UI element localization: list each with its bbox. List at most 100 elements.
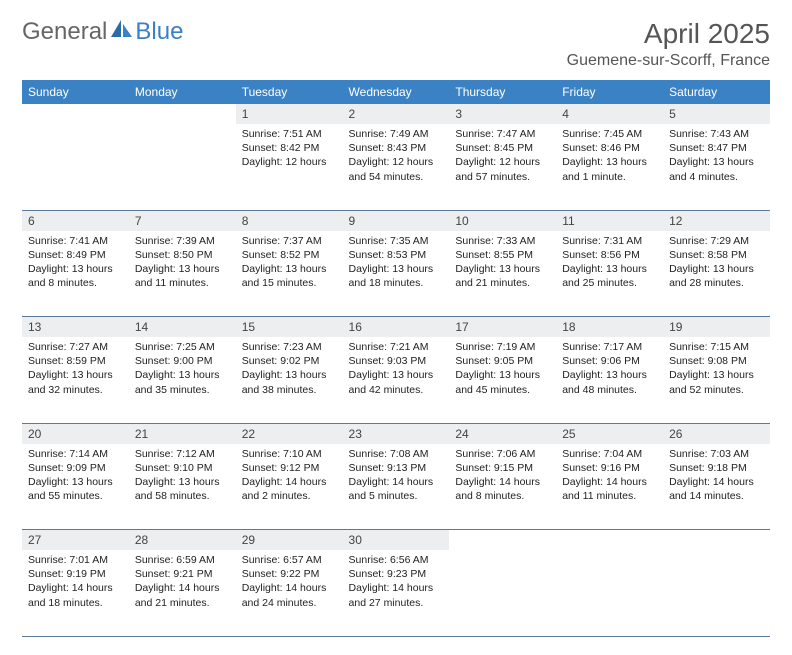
day-content-cell: Sunrise: 7:47 AMSunset: 8:45 PMDaylight:… xyxy=(449,124,556,210)
sunset-line: Sunset: 9:03 PM xyxy=(349,354,444,368)
day-number-cell: 20 xyxy=(22,423,129,444)
sunrise-line: Sunrise: 6:59 AM xyxy=(135,553,230,567)
daylight-line: Daylight: 13 hours and 42 minutes. xyxy=(349,368,444,396)
sunrise-line: Sunrise: 7:14 AM xyxy=(28,447,123,461)
sunrise-line: Sunrise: 7:10 AM xyxy=(242,447,337,461)
day-content-cell: Sunrise: 6:57 AMSunset: 9:22 PMDaylight:… xyxy=(236,550,343,636)
sunrise-line: Sunrise: 7:29 AM xyxy=(669,234,764,248)
day-number-cell: 4 xyxy=(556,104,663,124)
sunset-line: Sunset: 8:43 PM xyxy=(349,141,444,155)
day-content-cell: Sunrise: 7:39 AMSunset: 8:50 PMDaylight:… xyxy=(129,231,236,317)
daylight-line: Daylight: 13 hours and 11 minutes. xyxy=(135,262,230,290)
weekday-header: Monday xyxy=(129,80,236,104)
daylight-line: Daylight: 13 hours and 8 minutes. xyxy=(28,262,123,290)
calendar-page: General Blue April 2025 Guemene-sur-Scor… xyxy=(0,0,792,655)
day-number-cell: 7 xyxy=(129,210,236,231)
weekday-header: Tuesday xyxy=(236,80,343,104)
day-number-cell: 18 xyxy=(556,317,663,338)
sunrise-line: Sunrise: 7:45 AM xyxy=(562,127,657,141)
logo-text-1: General xyxy=(22,18,107,46)
sunset-line: Sunset: 8:49 PM xyxy=(28,248,123,262)
day-content-cell: Sunrise: 7:21 AMSunset: 9:03 PMDaylight:… xyxy=(343,337,450,423)
daylight-line: Daylight: 13 hours and 48 minutes. xyxy=(562,368,657,396)
day-content-cell: Sunrise: 7:43 AMSunset: 8:47 PMDaylight:… xyxy=(663,124,770,210)
sunrise-line: Sunrise: 7:37 AM xyxy=(242,234,337,248)
sunset-line: Sunset: 8:53 PM xyxy=(349,248,444,262)
weekday-header: Saturday xyxy=(663,80,770,104)
daylight-line: Daylight: 13 hours and 58 minutes. xyxy=(135,475,230,503)
day-content-row: Sunrise: 7:14 AMSunset: 9:09 PMDaylight:… xyxy=(22,444,770,530)
daylight-line: Daylight: 14 hours and 21 minutes. xyxy=(135,581,230,609)
sunrise-line: Sunrise: 7:49 AM xyxy=(349,127,444,141)
day-content-cell xyxy=(129,124,236,210)
day-content-cell: Sunrise: 7:08 AMSunset: 9:13 PMDaylight:… xyxy=(343,444,450,530)
day-number-cell: 12 xyxy=(663,210,770,231)
day-number-cell: 19 xyxy=(663,317,770,338)
daylight-line: Daylight: 13 hours and 28 minutes. xyxy=(669,262,764,290)
weekday-header: Sunday xyxy=(22,80,129,104)
weekday-header-row: SundayMondayTuesdayWednesdayThursdayFrid… xyxy=(22,80,770,104)
day-number-cell: 13 xyxy=(22,317,129,338)
sunset-line: Sunset: 8:58 PM xyxy=(669,248,764,262)
day-content-cell: Sunrise: 7:31 AMSunset: 8:56 PMDaylight:… xyxy=(556,231,663,317)
weekday-header: Friday xyxy=(556,80,663,104)
sunset-line: Sunset: 9:00 PM xyxy=(135,354,230,368)
weekday-header: Wednesday xyxy=(343,80,450,104)
day-number-cell: 21 xyxy=(129,423,236,444)
location: Guemene-sur-Scorff, France xyxy=(567,52,770,70)
day-number-cell: 30 xyxy=(343,530,450,551)
sunrise-line: Sunrise: 7:01 AM xyxy=(28,553,123,567)
daylight-line: Daylight: 13 hours and 21 minutes. xyxy=(455,262,550,290)
sunrise-line: Sunrise: 7:17 AM xyxy=(562,340,657,354)
day-number-row: 6789101112 xyxy=(22,210,770,231)
sunset-line: Sunset: 8:42 PM xyxy=(242,141,337,155)
day-number-row: 13141516171819 xyxy=(22,317,770,338)
daylight-line: Daylight: 14 hours and 8 minutes. xyxy=(455,475,550,503)
day-content-cell: Sunrise: 7:27 AMSunset: 8:59 PMDaylight:… xyxy=(22,337,129,423)
day-number-cell xyxy=(22,104,129,124)
daylight-line: Daylight: 13 hours and 15 minutes. xyxy=(242,262,337,290)
page-header: General Blue April 2025 Guemene-sur-Scor… xyxy=(22,18,770,70)
sunrise-line: Sunrise: 7:19 AM xyxy=(455,340,550,354)
day-content-cell: Sunrise: 6:56 AMSunset: 9:23 PMDaylight:… xyxy=(343,550,450,636)
sunrise-line: Sunrise: 7:39 AM xyxy=(135,234,230,248)
sunrise-line: Sunrise: 7:06 AM xyxy=(455,447,550,461)
sunset-line: Sunset: 9:06 PM xyxy=(562,354,657,368)
day-content-cell: Sunrise: 7:37 AMSunset: 8:52 PMDaylight:… xyxy=(236,231,343,317)
logo-sail-icon xyxy=(111,20,133,38)
month-title: April 2025 xyxy=(567,18,770,50)
daylight-line: Daylight: 13 hours and 35 minutes. xyxy=(135,368,230,396)
daylight-line: Daylight: 14 hours and 14 minutes. xyxy=(669,475,764,503)
day-number-cell: 24 xyxy=(449,423,556,444)
sunrise-line: Sunrise: 7:33 AM xyxy=(455,234,550,248)
daylight-line: Daylight: 12 hours and 54 minutes. xyxy=(349,155,444,183)
day-number-cell: 16 xyxy=(343,317,450,338)
day-content-cell xyxy=(556,550,663,636)
sunrise-line: Sunrise: 7:25 AM xyxy=(135,340,230,354)
sunset-line: Sunset: 8:50 PM xyxy=(135,248,230,262)
day-content-cell: Sunrise: 7:23 AMSunset: 9:02 PMDaylight:… xyxy=(236,337,343,423)
sunset-line: Sunset: 9:05 PM xyxy=(455,354,550,368)
daylight-line: Daylight: 13 hours and 4 minutes. xyxy=(669,155,764,183)
day-content-cell: Sunrise: 7:15 AMSunset: 9:08 PMDaylight:… xyxy=(663,337,770,423)
daylight-line: Daylight: 14 hours and 11 minutes. xyxy=(562,475,657,503)
daylight-line: Daylight: 13 hours and 1 minute. xyxy=(562,155,657,183)
day-content-cell: Sunrise: 6:59 AMSunset: 9:21 PMDaylight:… xyxy=(129,550,236,636)
day-number-cell xyxy=(556,530,663,551)
day-number-cell: 25 xyxy=(556,423,663,444)
sunset-line: Sunset: 8:45 PM xyxy=(455,141,550,155)
day-number-cell: 28 xyxy=(129,530,236,551)
day-content-cell: Sunrise: 7:14 AMSunset: 9:09 PMDaylight:… xyxy=(22,444,129,530)
day-number-cell: 15 xyxy=(236,317,343,338)
sunset-line: Sunset: 9:13 PM xyxy=(349,461,444,475)
sunset-line: Sunset: 9:16 PM xyxy=(562,461,657,475)
daylight-line: Daylight: 14 hours and 5 minutes. xyxy=(349,475,444,503)
day-number-cell: 6 xyxy=(22,210,129,231)
daylight-line: Daylight: 13 hours and 52 minutes. xyxy=(669,368,764,396)
day-content-cell: Sunrise: 7:03 AMSunset: 9:18 PMDaylight:… xyxy=(663,444,770,530)
logo: General Blue xyxy=(22,18,183,46)
daylight-line: Daylight: 14 hours and 24 minutes. xyxy=(242,581,337,609)
title-block: April 2025 Guemene-sur-Scorff, France xyxy=(567,18,770,70)
sunset-line: Sunset: 9:21 PM xyxy=(135,567,230,581)
sunrise-line: Sunrise: 7:27 AM xyxy=(28,340,123,354)
